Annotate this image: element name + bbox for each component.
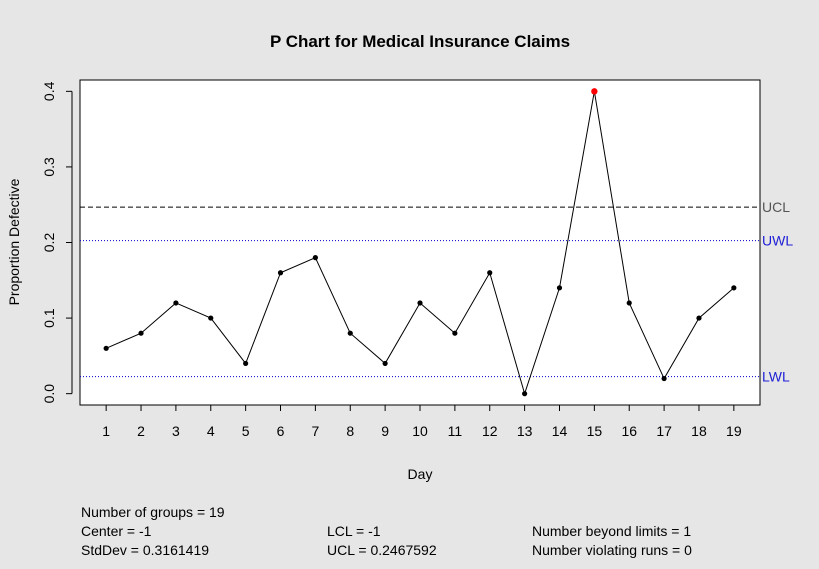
data-point: [556, 285, 563, 291]
data-point: [173, 300, 179, 306]
data-point: [731, 285, 737, 291]
y-axis-label: Proportion Defective: [6, 178, 22, 305]
x-tick-label: 11: [448, 423, 463, 439]
x-tick-label: 1: [102, 423, 110, 439]
summary-center: Center = -1: [81, 523, 152, 539]
x-tick-label: 19: [726, 423, 742, 439]
data-point: [417, 300, 423, 306]
x-tick-label: 16: [621, 423, 637, 439]
x-axis: 1 2 3 4 5 6 7 8 9 10 11 12 13 14 15 16 17 18 19: [102, 405, 742, 439]
x-tick-label: 10: [412, 423, 428, 439]
out-of-control-point: [591, 88, 598, 95]
data-point: [243, 360, 249, 367]
lwl-label: LWL: [762, 369, 790, 385]
data-point: [312, 255, 318, 261]
y-tick-label: 0.1: [41, 308, 57, 328]
x-tick-label: 13: [517, 423, 533, 439]
y-tick-label: 0.4: [41, 81, 57, 101]
x-tick-label: 8: [346, 423, 354, 439]
chart-title: P Chart for Medical Insurance Claims: [270, 32, 570, 51]
x-tick-label: 17: [656, 423, 672, 439]
y-tick-label: 0.2: [41, 233, 57, 253]
x-axis-label: Day: [408, 466, 433, 482]
x-tick-label: 9: [381, 423, 389, 439]
plot-area: [79, 79, 761, 406]
data-point: [452, 330, 458, 336]
x-tick-label: 4: [207, 423, 215, 439]
x-tick-label: 14: [552, 423, 568, 439]
summary-stddev: StdDev = 0.3161419: [81, 542, 210, 558]
x-tick-label: 18: [691, 423, 707, 439]
data-point: [661, 375, 667, 382]
data-point: [138, 330, 144, 336]
x-tick-label: 15: [587, 423, 603, 439]
y-tick-label: 0.3: [41, 157, 57, 177]
y-axis: 0.0 0.1 0.2 0.3 0.4: [41, 81, 73, 404]
reference-lines: UCL UWL LWL: [80, 199, 793, 385]
summary-groups: Number of groups = 19: [81, 504, 225, 520]
ucl-label: UCL: [762, 199, 790, 215]
data-point: [696, 315, 702, 321]
summary-ucl: UCL = 0.2467592: [327, 542, 437, 558]
x-tick-label: 6: [277, 423, 285, 439]
uwl-label: UWL: [762, 233, 793, 249]
x-tick-label: 12: [482, 423, 498, 439]
data-point: [277, 270, 284, 276]
data-points: [103, 88, 737, 397]
summary-beyond-limits: Number beyond limits = 1: [532, 523, 692, 539]
x-tick-label: 5: [242, 423, 250, 439]
summary-lcl: LCL = -1: [327, 523, 381, 539]
data-point: [626, 300, 632, 306]
data-point: [487, 270, 493, 276]
summary-violating-runs: Number violating runs = 0: [532, 542, 692, 558]
data-point: [522, 391, 528, 397]
data-point: [347, 330, 353, 336]
y-tick-label: 0.0: [41, 384, 57, 404]
x-tick-label: 3: [172, 423, 180, 439]
data-point: [103, 345, 109, 351]
data-point: [382, 360, 388, 367]
x-tick-label: 2: [137, 423, 145, 439]
chart-canvas: P Chart for Medical Insurance Claims UCL…: [6, 32, 793, 482]
data-point: [208, 315, 214, 321]
x-tick-label: 7: [311, 423, 319, 439]
